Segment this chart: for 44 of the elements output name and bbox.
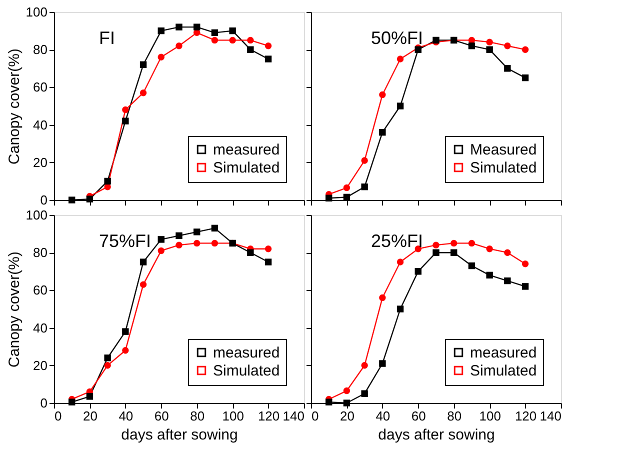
- x-tick-label: 60: [411, 408, 426, 424]
- legend-label: Measured: [470, 142, 537, 158]
- y-tick-label: 60: [33, 80, 48, 95]
- y-tick-label: 40: [33, 320, 48, 336]
- x-tick-label: 40: [118, 408, 134, 424]
- y-tick-label: 60: [33, 282, 48, 298]
- x-tick-label: 120: [258, 408, 280, 424]
- x-tick-label: 120: [514, 408, 537, 424]
- annotation: 25%FI: [371, 231, 424, 251]
- y-tick-label: 0: [40, 192, 48, 208]
- x-tick-label: 0: [312, 408, 319, 424]
- x-tick-label: 80: [190, 408, 205, 424]
- annotation: 50%FI: [371, 28, 424, 48]
- x-tick-label: 60: [154, 408, 169, 424]
- y-tick-label: 100: [26, 4, 48, 20]
- legend-label: measured: [213, 142, 280, 158]
- y-tick-label: 40: [33, 117, 48, 132]
- y-tick-label: 80: [33, 245, 48, 260]
- y-tick-label: 80: [33, 42, 48, 58]
- legend-label: Simulated: [213, 362, 280, 380]
- y-axis-title: Canopy cover(%): [6, 48, 23, 164]
- x-tick-label: 100: [222, 408, 244, 424]
- x-axis-title: days after sowing: [121, 426, 238, 444]
- x-tick-label: 100: [479, 408, 501, 424]
- y-axis-title: Canopy cover(%): [6, 252, 23, 368]
- x-tick-label: 20: [340, 408, 354, 424]
- annotation: 75%FI: [99, 231, 152, 251]
- annotation: FI: [99, 28, 115, 48]
- legend-label: measured: [213, 344, 280, 362]
- x-tick-label: 140: [282, 408, 304, 424]
- x-tick-label: 0: [54, 408, 62, 424]
- legend-label: Simulated: [470, 160, 537, 176]
- x-axis-title: days after sowing: [378, 426, 495, 444]
- y-tick-label: 20: [33, 358, 48, 373]
- y-tick-label: 20: [33, 154, 48, 170]
- x-tick-label: 20: [82, 408, 98, 424]
- x-tick-label: 80: [447, 408, 462, 424]
- x-tick-label: 40: [376, 408, 390, 424]
- legend-label: Simulated: [470, 362, 537, 380]
- legend-label: Simulated: [213, 160, 280, 176]
- y-tick-label: 100: [26, 208, 48, 222]
- x-tick-label: 140: [540, 408, 562, 424]
- legend-label: measured: [470, 344, 537, 362]
- y-tick-label: 0: [40, 396, 48, 410]
